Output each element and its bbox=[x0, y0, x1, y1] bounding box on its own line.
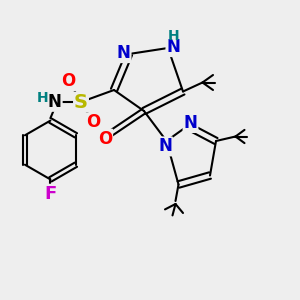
Text: S: S bbox=[74, 92, 88, 112]
Text: N: N bbox=[158, 137, 172, 155]
Text: H: H bbox=[37, 92, 49, 105]
Text: N: N bbox=[184, 114, 197, 132]
Text: N: N bbox=[48, 93, 62, 111]
Text: N: N bbox=[167, 38, 180, 56]
Text: O: O bbox=[86, 113, 101, 131]
Text: F: F bbox=[44, 185, 56, 203]
Text: O: O bbox=[98, 130, 112, 148]
Text: H: H bbox=[168, 29, 179, 43]
Text: O: O bbox=[61, 72, 76, 90]
Text: N: N bbox=[117, 44, 130, 62]
